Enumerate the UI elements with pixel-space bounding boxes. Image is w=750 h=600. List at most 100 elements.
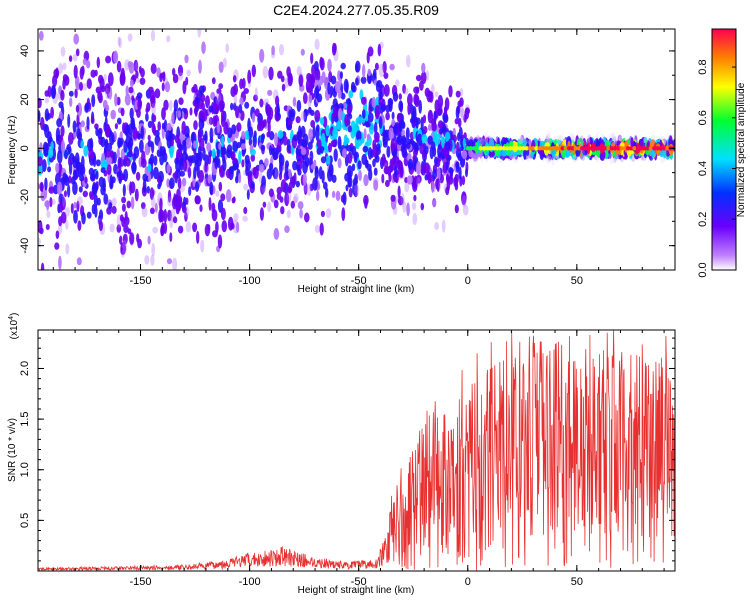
- spectrogram-cell: [385, 104, 391, 113]
- spectrogram-cell: [252, 134, 257, 148]
- spectrogram-cell: [204, 163, 208, 173]
- spectrogram-cell: [604, 140, 611, 148]
- spectrogram-cell: [546, 155, 552, 163]
- spectrogram-cell: [239, 97, 244, 106]
- spectrogram-cell: [44, 177, 48, 191]
- spectrogram-cell: [204, 130, 208, 145]
- spectrogram-cell: [360, 76, 367, 84]
- spectrogram-cell: [310, 163, 316, 170]
- spectrogram-cell: [69, 97, 73, 107]
- spectrogram-cell: [223, 121, 229, 135]
- spectrogram-cell: [310, 120, 316, 128]
- snr-y-tick-label: 2.0: [19, 361, 31, 376]
- spectrogram-cell: [54, 242, 60, 250]
- spectrogram-cell: [186, 69, 191, 77]
- spectrogram-peak-cell: [534, 146, 539, 151]
- spectrogram-cell: [401, 129, 405, 136]
- spectrogram-peak-cell: [495, 146, 500, 151]
- spectrogram-cell: [357, 160, 362, 170]
- spectrogram-x-label: Height of straight line (km): [298, 284, 415, 295]
- spectrogram-cell: [159, 145, 163, 157]
- spectrogram-cell: [448, 175, 454, 185]
- spectrogram-cell: [319, 117, 325, 124]
- spectrogram-cell: [90, 116, 95, 125]
- spectrogram-cell: [423, 162, 430, 174]
- snr-x-tick-label: 0: [465, 576, 471, 588]
- spectrogram-peak-cell: [514, 146, 519, 151]
- spectrogram-cell: [231, 124, 237, 135]
- spectrogram-cell: [424, 174, 428, 181]
- spectrogram-cell: [76, 127, 81, 140]
- spectrogram-cell: [91, 204, 96, 215]
- spectrogram-cell: [309, 157, 313, 167]
- spectrogram-cell: [233, 94, 238, 106]
- spectrogram-cell: [88, 148, 94, 162]
- spectrogram-cell: [347, 151, 353, 164]
- spectrogram-cell: [166, 35, 171, 43]
- spectrogram-cell: [235, 105, 239, 119]
- spectrogram-cell: [191, 154, 196, 164]
- spectrogram-cell: [427, 123, 432, 132]
- spectrogram-cell: [98, 176, 105, 188]
- spectrogram-cell: [233, 162, 239, 170]
- spectrogram-cell: [182, 151, 188, 163]
- spectrogram-cell: [222, 57, 227, 68]
- spectrogram-cell: [438, 178, 442, 190]
- spectrogram-cell: [82, 58, 87, 66]
- spectrogram-cell: [109, 223, 115, 233]
- spectrogram-cell: [135, 70, 139, 79]
- spectrogram-cell: [84, 176, 88, 184]
- spectrogram-cell: [276, 140, 282, 152]
- spectrogram-cell: [445, 160, 449, 171]
- spectrogram-cell: [432, 198, 437, 208]
- spectrogram-cell: [172, 257, 178, 270]
- spectrogram-cell: [407, 102, 411, 116]
- spectrogram-cell: [361, 96, 367, 105]
- spectrogram-cell: [307, 141, 313, 150]
- spectrogram-cell: [67, 113, 71, 128]
- spectrogram-cell: [163, 209, 168, 223]
- spectrogram-cell: [355, 77, 359, 86]
- spectrogram-cell: [248, 126, 254, 139]
- spectrogram-cell: [274, 168, 279, 181]
- spectrogram-cell: [274, 132, 278, 147]
- snr-x-ticks: -150 -100 -50 0 50: [52, 330, 665, 588]
- spectrogram-cell: [161, 82, 165, 92]
- spectrogram-peak-cell: [504, 146, 510, 151]
- spectrogram-cell: [125, 85, 129, 96]
- spectrogram-peak-cell: [645, 146, 650, 151]
- spectrogram-cell: [484, 131, 489, 145]
- spectrogram-cell: [358, 169, 362, 182]
- spectrogram-cell: [145, 112, 149, 122]
- spectrogram-cell: [373, 122, 378, 135]
- spectrogram-cell: [238, 104, 243, 114]
- spectrogram-cell: [345, 80, 349, 94]
- spectrogram-cell: [199, 110, 204, 120]
- spectrogram-cell: [630, 137, 634, 148]
- spectrogram-cell: [314, 38, 320, 51]
- spectrogram-cell: [130, 196, 135, 210]
- spectrogram-cell: [301, 140, 307, 147]
- spectrogram-cell: [421, 133, 428, 144]
- spectrogram-cell: [284, 192, 290, 207]
- spectrogram-cell: [403, 87, 409, 95]
- spectrogram-cell: [176, 202, 182, 212]
- spectrogram-y-tick-label: 0: [19, 145, 31, 151]
- spectrogram-cell: [416, 177, 421, 187]
- spectrogram-cell: [105, 87, 110, 100]
- spectrogram-cell: [214, 100, 219, 115]
- spectrogram-cell: [303, 109, 309, 117]
- spectrogram-peak-cell: [642, 146, 647, 151]
- spectrogram-cell: [441, 136, 445, 149]
- spectrogram-cell: [316, 190, 320, 202]
- spectrogram-cell: [236, 122, 242, 132]
- spectrogram-cell: [406, 142, 411, 149]
- spectrogram-cell: [106, 156, 113, 165]
- spectrogram-cell: [366, 51, 370, 64]
- spectrogram-cell: [141, 202, 146, 210]
- spectrogram-cell: [392, 91, 399, 102]
- spectrogram-peak-cell: [511, 146, 516, 151]
- spectrogram-peak-cell: [557, 146, 562, 151]
- spectrogram-cell: [198, 119, 205, 130]
- spectrogram-cell: [244, 101, 250, 109]
